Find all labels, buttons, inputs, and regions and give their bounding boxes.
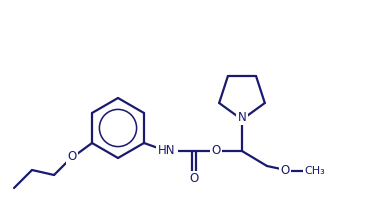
Text: O: O bbox=[189, 172, 199, 186]
Text: N: N bbox=[238, 110, 246, 123]
Text: O: O bbox=[280, 165, 290, 177]
Text: O: O bbox=[211, 144, 221, 158]
Text: O: O bbox=[67, 150, 76, 163]
Text: HN: HN bbox=[158, 144, 176, 158]
Text: CH₃: CH₃ bbox=[305, 166, 325, 176]
